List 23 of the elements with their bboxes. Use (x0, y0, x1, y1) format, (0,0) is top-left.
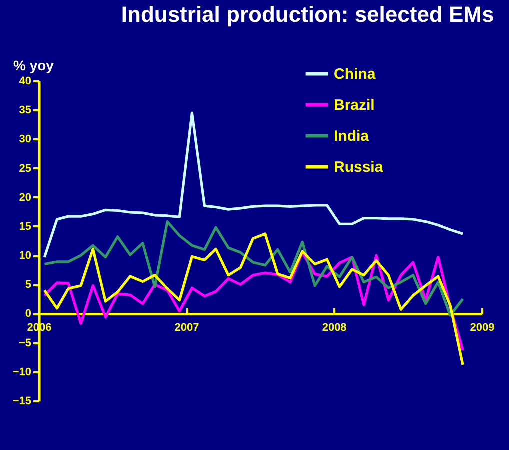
y-axis-title: % yoy (14, 58, 54, 74)
y-tick-label: 25 (19, 162, 32, 175)
y-tick-label: 20 (19, 192, 32, 204)
y-tick-label: 5 (25, 279, 32, 292)
y-tick-label: −10 (12, 366, 32, 378)
y-tick-label: 10 (19, 250, 32, 262)
y-tick-label: −5 (18, 337, 32, 350)
y-tick-label: 0 (25, 308, 32, 320)
legend-label: Brazil (334, 97, 375, 114)
line-series (43, 112, 464, 259)
y-tick-label: 30 (19, 134, 32, 146)
x-tick-label: 2009 (470, 322, 495, 334)
y-tick-label: 15 (19, 220, 32, 233)
y-tick-label: −15 (12, 396, 32, 408)
x-tick-label: 2008 (322, 322, 347, 334)
legend-label: India (334, 128, 370, 145)
legend-label: Russia (334, 159, 384, 176)
line-series (43, 220, 464, 317)
x-tick-label: 2007 (174, 322, 200, 334)
y-tick-label: 40 (19, 76, 32, 88)
y-tick-label: 35 (19, 104, 32, 117)
chart-title: Industrial production: selected EMs (121, 2, 494, 27)
legend-label: China (334, 66, 376, 83)
